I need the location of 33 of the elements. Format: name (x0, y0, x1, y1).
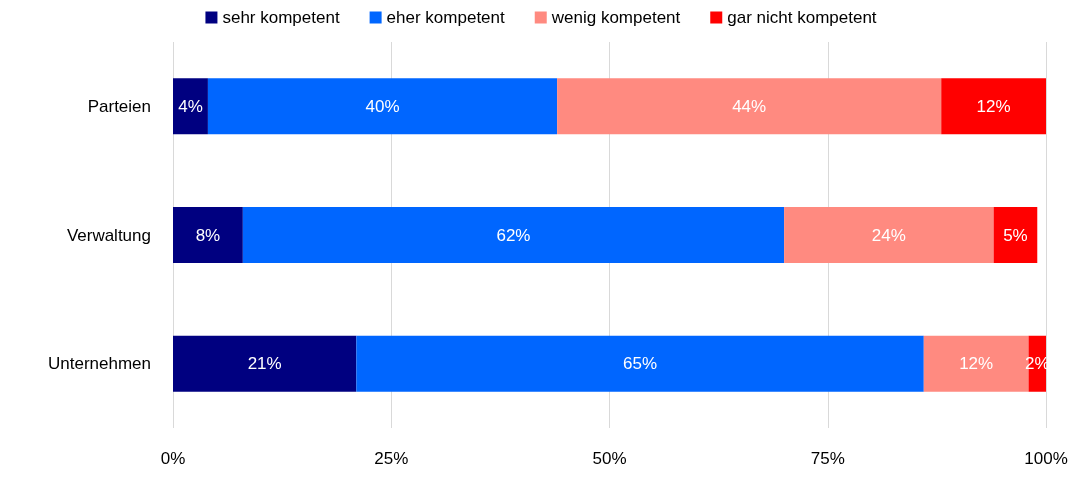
bar (557, 78, 942, 135)
data-label: 8% (195, 225, 221, 245)
data-label: 62% (496, 225, 531, 245)
y-tick-label: Parteien (87, 96, 151, 116)
data-label: 4% (178, 96, 203, 116)
legend-label: gar nicht kompetent (727, 8, 877, 27)
bar (173, 335, 357, 392)
data-label: 12% (976, 96, 1011, 116)
bar (941, 78, 1046, 135)
y-tick-label: Verwaltung (66, 225, 151, 245)
legend-label: sehr kompetent (222, 8, 340, 27)
legend-label: wenig kompetent (550, 8, 681, 27)
y-tick-label: Unternehmen (47, 354, 151, 374)
data-label: 5% (1003, 225, 1028, 245)
x-tick-label: 0% (160, 449, 186, 468)
data-label: 44% (732, 96, 767, 116)
x-tick-label: 75% (810, 449, 845, 468)
bar (173, 78, 208, 135)
data-label: 65% (623, 354, 658, 374)
x-tick-label: 50% (592, 449, 627, 468)
bar (993, 207, 1038, 263)
data-label: 21% (247, 354, 282, 374)
bar (356, 335, 924, 392)
x-tick-label: 100% (1024, 449, 1068, 468)
bar (173, 207, 243, 263)
bar (242, 207, 785, 263)
data-label: 24% (871, 225, 906, 245)
x-tick-label: 25% (374, 449, 409, 468)
bar (784, 207, 994, 263)
legend-label: eher kompetent (386, 8, 506, 27)
data-label: 40% (365, 96, 400, 116)
bar (207, 78, 558, 135)
data-label: 12% (959, 354, 994, 374)
